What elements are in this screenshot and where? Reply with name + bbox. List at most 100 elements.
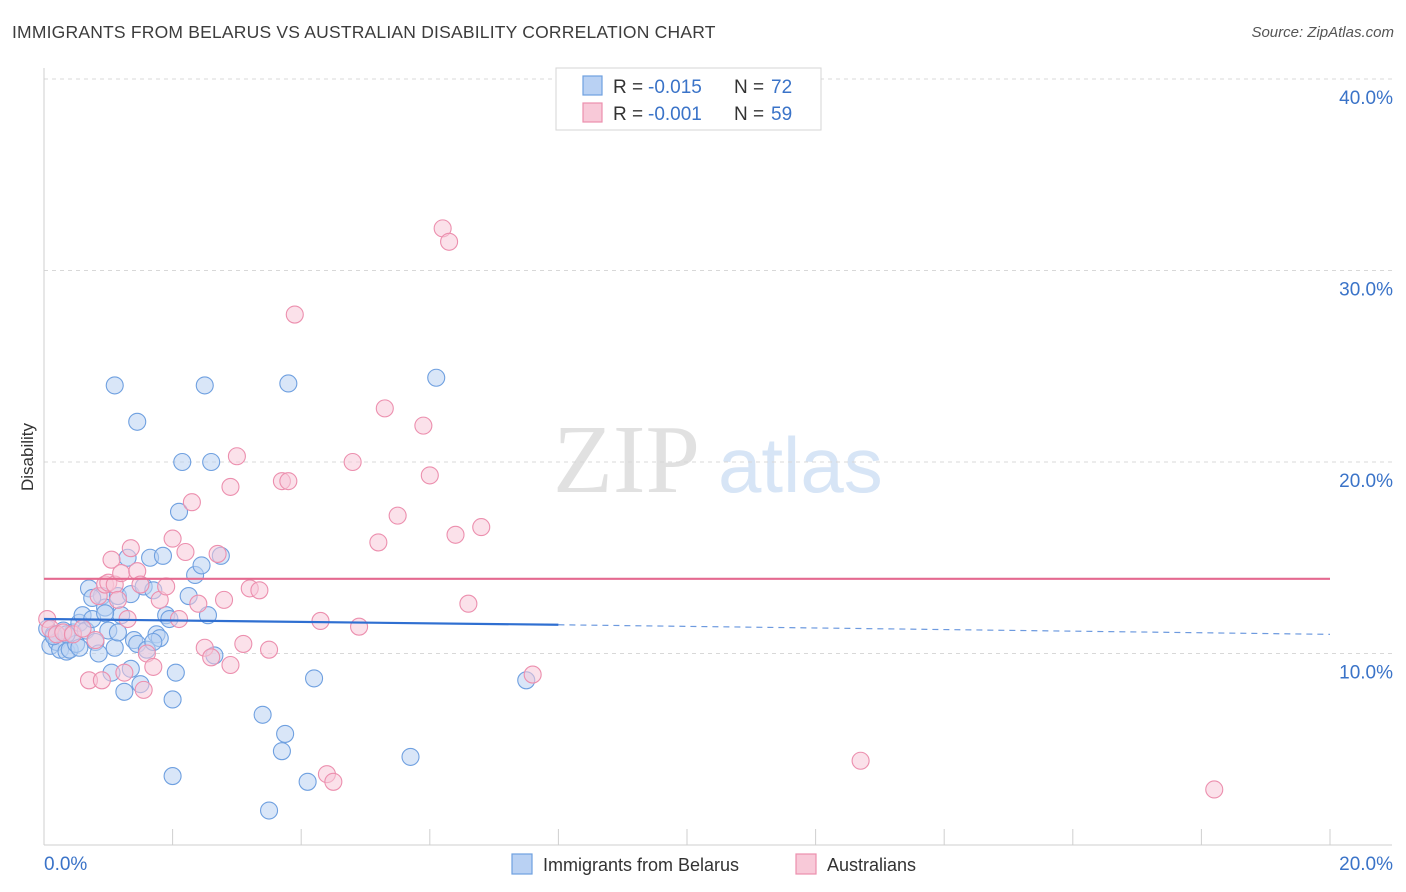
legend-swatch-blue (582, 75, 603, 96)
watermark-atlas: atlas (718, 421, 883, 509)
data-point-blue (298, 772, 317, 791)
gridlines (44, 78, 1392, 654)
data-point-pink (523, 665, 542, 684)
data-point-pink (131, 575, 150, 594)
legend-n-label-2: N = (734, 104, 764, 125)
data-point-blue (163, 690, 182, 709)
data-point-pink (144, 657, 163, 676)
data-point-blue (128, 412, 147, 431)
data-point-blue (163, 767, 182, 786)
data-point-pink (234, 634, 253, 653)
data-point-pink (169, 609, 189, 629)
legend-r-value-1: -0.015 (648, 77, 702, 98)
data-point-blue (259, 801, 279, 820)
data-point-pink (134, 680, 153, 699)
data-point-pink (102, 550, 121, 569)
trend-line-blue (43, 617, 559, 626)
data-point-pink (459, 594, 478, 613)
data-point-pink (420, 466, 439, 485)
data-point-blue (427, 368, 446, 387)
y-tick-label: 40.0% (1339, 88, 1393, 109)
data-point-pink (202, 648, 221, 667)
watermark-zip: ZIP (553, 406, 700, 514)
x-tick-label: 20.0% (1339, 854, 1393, 875)
data-point-pink (157, 577, 176, 596)
data-point-blue (195, 376, 214, 395)
data-point-pink (221, 477, 240, 496)
axes: 10.0% 20.0% 30.0% 40.0% 0.0% 20.0% (43, 68, 1393, 875)
data-point-pink (414, 416, 433, 435)
data-point-pink (189, 594, 208, 613)
data-point-pink (311, 611, 330, 630)
data-point-pink (440, 232, 459, 251)
data-point-blue (166, 663, 185, 682)
trend-line-blue-projection (558, 624, 1331, 635)
data-point-pink (446, 525, 465, 544)
data-point-pink (851, 751, 870, 770)
data-point-blue (105, 638, 124, 657)
data-point-pink (324, 772, 343, 791)
y-tick-label: 20.0% (1339, 471, 1393, 492)
data-point-blue (305, 669, 324, 688)
data-point-pink (259, 640, 279, 659)
data-point-blue (105, 376, 124, 395)
data-point-pink (86, 631, 105, 650)
bottom-legend-label-blue: Immigrants from Belarus (543, 855, 739, 875)
data-point-blue (108, 623, 127, 642)
data-point-blue (279, 374, 298, 393)
data-point-pink (121, 539, 140, 558)
data-point-blue (202, 452, 221, 472)
data-point-pink (227, 447, 246, 466)
legend-n-label-1: N = (734, 77, 764, 98)
data-point-blue (272, 742, 291, 761)
legend-r-label-1: R = (613, 77, 643, 98)
chart-title: IMMIGRANTS FROM BELARUS VS AUSTRALIAN DI… (12, 22, 716, 42)
data-point-blue (153, 546, 173, 565)
bottom-legend-swatch-pink (795, 853, 817, 875)
data-point-pink (343, 452, 362, 472)
data-point-pink (472, 518, 491, 537)
series-legend: Immigrants from Belarus Australians (511, 853, 916, 875)
data-point-pink (388, 506, 407, 525)
data-point-pink (350, 617, 369, 636)
data-point-pink (221, 655, 240, 675)
legend-n-value-2: 59 (771, 104, 792, 125)
data-point-pink (369, 533, 388, 552)
data-point-pink (176, 542, 195, 562)
data-point-blue (401, 747, 420, 766)
data-point-pink (108, 590, 127, 609)
data-point-pink (1205, 780, 1224, 799)
bottom-legend-label-pink: Australians (827, 855, 916, 875)
legend-r-value-2: -0.001 (648, 104, 702, 125)
x-tick-label: 0.0% (44, 854, 87, 875)
data-point-pink (92, 671, 111, 690)
data-point-blue (115, 682, 134, 701)
data-point-blue (253, 705, 272, 724)
bottom-legend-swatch-blue (511, 853, 533, 875)
data-point-pink (182, 493, 201, 512)
data-point-pink (214, 590, 234, 609)
source-label: Source: ZipAtlas.com (1251, 24, 1394, 41)
data-point-pink (250, 581, 269, 600)
legend-swatch-pink (582, 102, 603, 123)
data-point-blue (169, 502, 189, 521)
data-point-pink (285, 305, 304, 324)
stats-legend: R = -0.015 N = 72 R = -0.001 N = 59 (555, 67, 822, 131)
data-point-blue (192, 556, 211, 575)
data-point-blue (173, 452, 192, 472)
data-point-pink (115, 663, 134, 682)
legend-r-label-2: R = (613, 104, 643, 125)
trend-lines (43, 577, 1331, 635)
data-point-pink (208, 544, 227, 563)
data-point-pink (163, 529, 182, 548)
data-point-blue (96, 604, 115, 623)
data-points (38, 219, 1224, 820)
data-point-pink (375, 399, 394, 418)
data-point-blue (276, 724, 295, 743)
legend-n-value-1: 72 (771, 77, 792, 98)
y-tick-label: 30.0% (1339, 280, 1393, 301)
data-point-pink (279, 472, 298, 491)
y-axis-label: Disability (18, 422, 37, 491)
y-tick-label: 10.0% (1339, 663, 1393, 684)
